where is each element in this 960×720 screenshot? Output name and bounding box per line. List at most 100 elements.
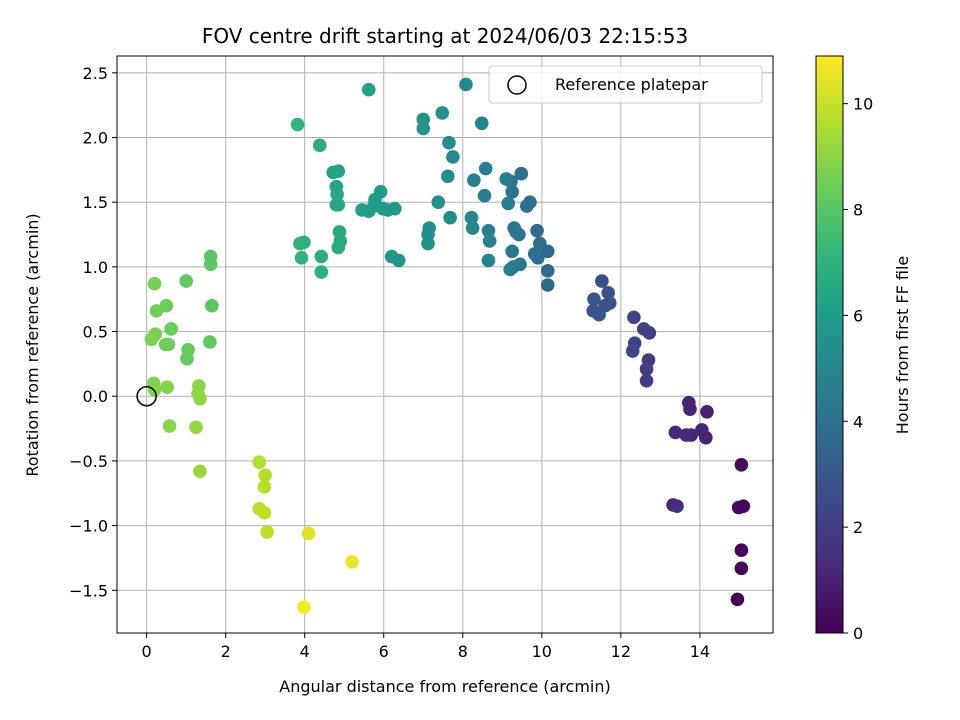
data-point <box>203 257 218 272</box>
x-tick-label: 4 <box>300 642 310 661</box>
data-point <box>443 210 457 225</box>
data-point <box>592 307 606 322</box>
y-tick-label: 0.5 <box>83 323 108 342</box>
y-axis-ticks: −1.5 −1.0 −0.5 0.0 0.5 1.0 1.5 2.0 2.5 <box>69 64 117 600</box>
data-point <box>499 172 514 186</box>
data-point <box>361 82 376 97</box>
data-point <box>331 197 346 212</box>
data-point <box>595 274 609 288</box>
y-tick-label: −1.0 <box>69 517 108 536</box>
data-point <box>601 285 616 300</box>
data-point <box>734 561 749 576</box>
colorbar-ticks: 0 2 4 6 8 10 <box>843 95 873 643</box>
y-tick-label: 1.5 <box>83 193 108 212</box>
colorbar-label: Hours from first FF file <box>893 256 912 435</box>
data-point <box>530 223 544 238</box>
data-point <box>730 592 745 607</box>
data-point <box>290 117 305 132</box>
data-point <box>736 499 751 514</box>
plot-frame <box>116 55 774 634</box>
data-point <box>464 210 479 225</box>
data-point <box>331 240 346 255</box>
data-point <box>144 332 159 347</box>
x-tick-label: 8 <box>458 642 468 661</box>
data-point <box>505 244 519 259</box>
data-point <box>587 292 601 307</box>
data-point <box>670 499 684 514</box>
data-point <box>734 543 749 558</box>
data-point <box>700 404 714 419</box>
data-point <box>467 173 481 187</box>
x-tick-label: 12 <box>611 642 631 661</box>
colorbar-tick-label: 8 <box>853 201 863 220</box>
data-point <box>520 199 534 213</box>
y-tick-label: 0.0 <box>83 387 108 406</box>
colorbar-tick-label: 2 <box>853 518 863 537</box>
data-point <box>158 337 173 352</box>
data-point <box>699 430 713 445</box>
legend: Reference platepar <box>488 65 763 104</box>
data-point <box>257 505 272 520</box>
legend-box <box>488 65 763 104</box>
x-tick-label: 10 <box>532 642 552 661</box>
data-point <box>179 274 193 288</box>
data-point <box>258 468 272 482</box>
data-point <box>314 249 329 264</box>
data-point <box>481 253 496 268</box>
data-point <box>345 555 359 569</box>
data-point <box>509 225 523 239</box>
data-point <box>639 362 654 376</box>
x-tick-label: 0 <box>142 642 152 661</box>
data-point <box>465 221 480 235</box>
data-point <box>293 236 307 251</box>
data-point <box>639 373 654 388</box>
data-point <box>627 310 641 325</box>
grid-lines <box>117 56 773 633</box>
legend-reference-marker <box>507 75 527 95</box>
data-point <box>149 304 164 318</box>
data-point <box>679 428 693 442</box>
data-point <box>260 525 274 539</box>
data-point <box>505 185 519 199</box>
data-point <box>540 278 555 292</box>
data-point <box>326 165 340 180</box>
colorbar-tick-label: 6 <box>853 306 863 325</box>
x-axis-label: Angular distance from reference (arcmin) <box>279 677 610 696</box>
data-point <box>294 251 309 265</box>
y-tick-label: 1.0 <box>83 258 108 277</box>
y-tick-label: −1.5 <box>69 581 108 600</box>
data-point <box>481 223 496 238</box>
data-point <box>540 263 555 278</box>
data-point <box>503 262 518 277</box>
colorbar-gradient <box>815 55 844 634</box>
data-point <box>384 249 399 264</box>
data-point <box>734 458 749 472</box>
data-point <box>482 234 497 248</box>
data-point <box>474 116 489 131</box>
x-tick-label: 14 <box>690 642 710 661</box>
data-point <box>312 138 327 153</box>
data-point <box>189 420 203 435</box>
data-point <box>252 455 267 470</box>
data-point <box>421 236 435 251</box>
data-point <box>257 480 272 494</box>
data-point <box>668 425 683 440</box>
data-point <box>478 161 493 176</box>
y-tick-label: 2.0 <box>83 129 108 148</box>
data-point <box>193 464 207 479</box>
x-tick-label: 6 <box>379 642 389 661</box>
x-axis-ticks: 0 2 4 6 8 10 12 14 <box>142 633 710 661</box>
data-point <box>446 150 460 164</box>
data-point <box>203 335 217 349</box>
data-point <box>297 600 311 614</box>
data-point <box>440 169 455 184</box>
data-point <box>301 526 316 541</box>
data-point <box>442 135 456 150</box>
data-point <box>180 351 194 366</box>
data-point <box>435 106 450 120</box>
colorbar-tick-label: 10 <box>853 95 873 114</box>
colorbar-tick-label: 4 <box>853 412 863 431</box>
data-point <box>431 195 446 209</box>
data-point <box>501 196 516 211</box>
